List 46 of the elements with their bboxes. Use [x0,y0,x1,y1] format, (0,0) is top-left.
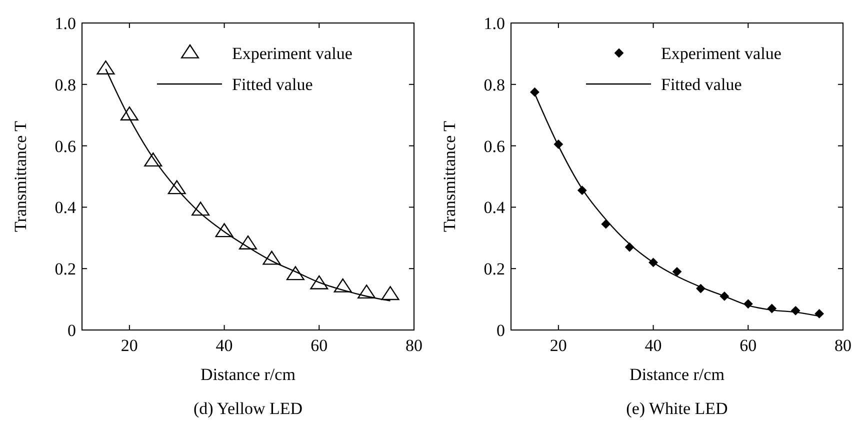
point [672,267,682,276]
y-tick-label: 0.4 [54,198,76,218]
x-tick-label: 80 [834,336,852,355]
legend-label: Experiment value [232,44,352,63]
point [358,284,376,299]
point [192,202,210,216]
point [168,180,186,194]
legend-label: Experiment value [661,44,782,63]
y-tick-label: 0.6 [484,136,505,156]
point [814,309,824,318]
point [120,106,138,120]
y-tick-label: 0.8 [54,75,76,94]
text: (d) Yellow LED [193,399,303,418]
y-axis-title: Transmittance T [11,120,30,232]
y-tick-label: 0 [496,320,505,340]
y-tick-label: 0.2 [484,260,505,279]
x-axis-title: Distance r/cm [630,365,724,384]
point [215,223,234,238]
x-axis-title: Distance r/cm [200,365,296,384]
x-tick-label: 20 [120,336,138,355]
point [310,275,328,290]
x-tick-label: 40 [216,336,233,355]
x-tick-label: 80 [406,336,422,355]
point [96,60,115,74]
y-tick-label: 0.2 [54,260,76,279]
y-tick-label: 1.0 [54,14,76,33]
x-tick-label: 20 [550,336,567,355]
x-tick-label: 60 [740,336,757,355]
y-tick-label: 1.0 [484,14,505,33]
y-tick-label: 0.4 [484,198,506,218]
y-tick-label: 0.6 [54,136,76,156]
point [262,250,281,265]
legend-label: Fitted value [661,74,742,94]
point [530,88,540,97]
point [144,152,162,167]
point [381,286,400,300]
point [334,278,352,292]
text: (e) White LED [626,399,728,418]
x-tick-label: 40 [644,336,662,355]
y-axis-title: Transmittance T [440,120,459,232]
x-tick-label: 60 [310,336,328,355]
point [239,235,257,250]
y-tick-label: 0 [68,320,76,340]
y-tick-label: 0.8 [484,75,505,94]
point [286,266,304,280]
legend-label: Fitted value [232,74,313,94]
